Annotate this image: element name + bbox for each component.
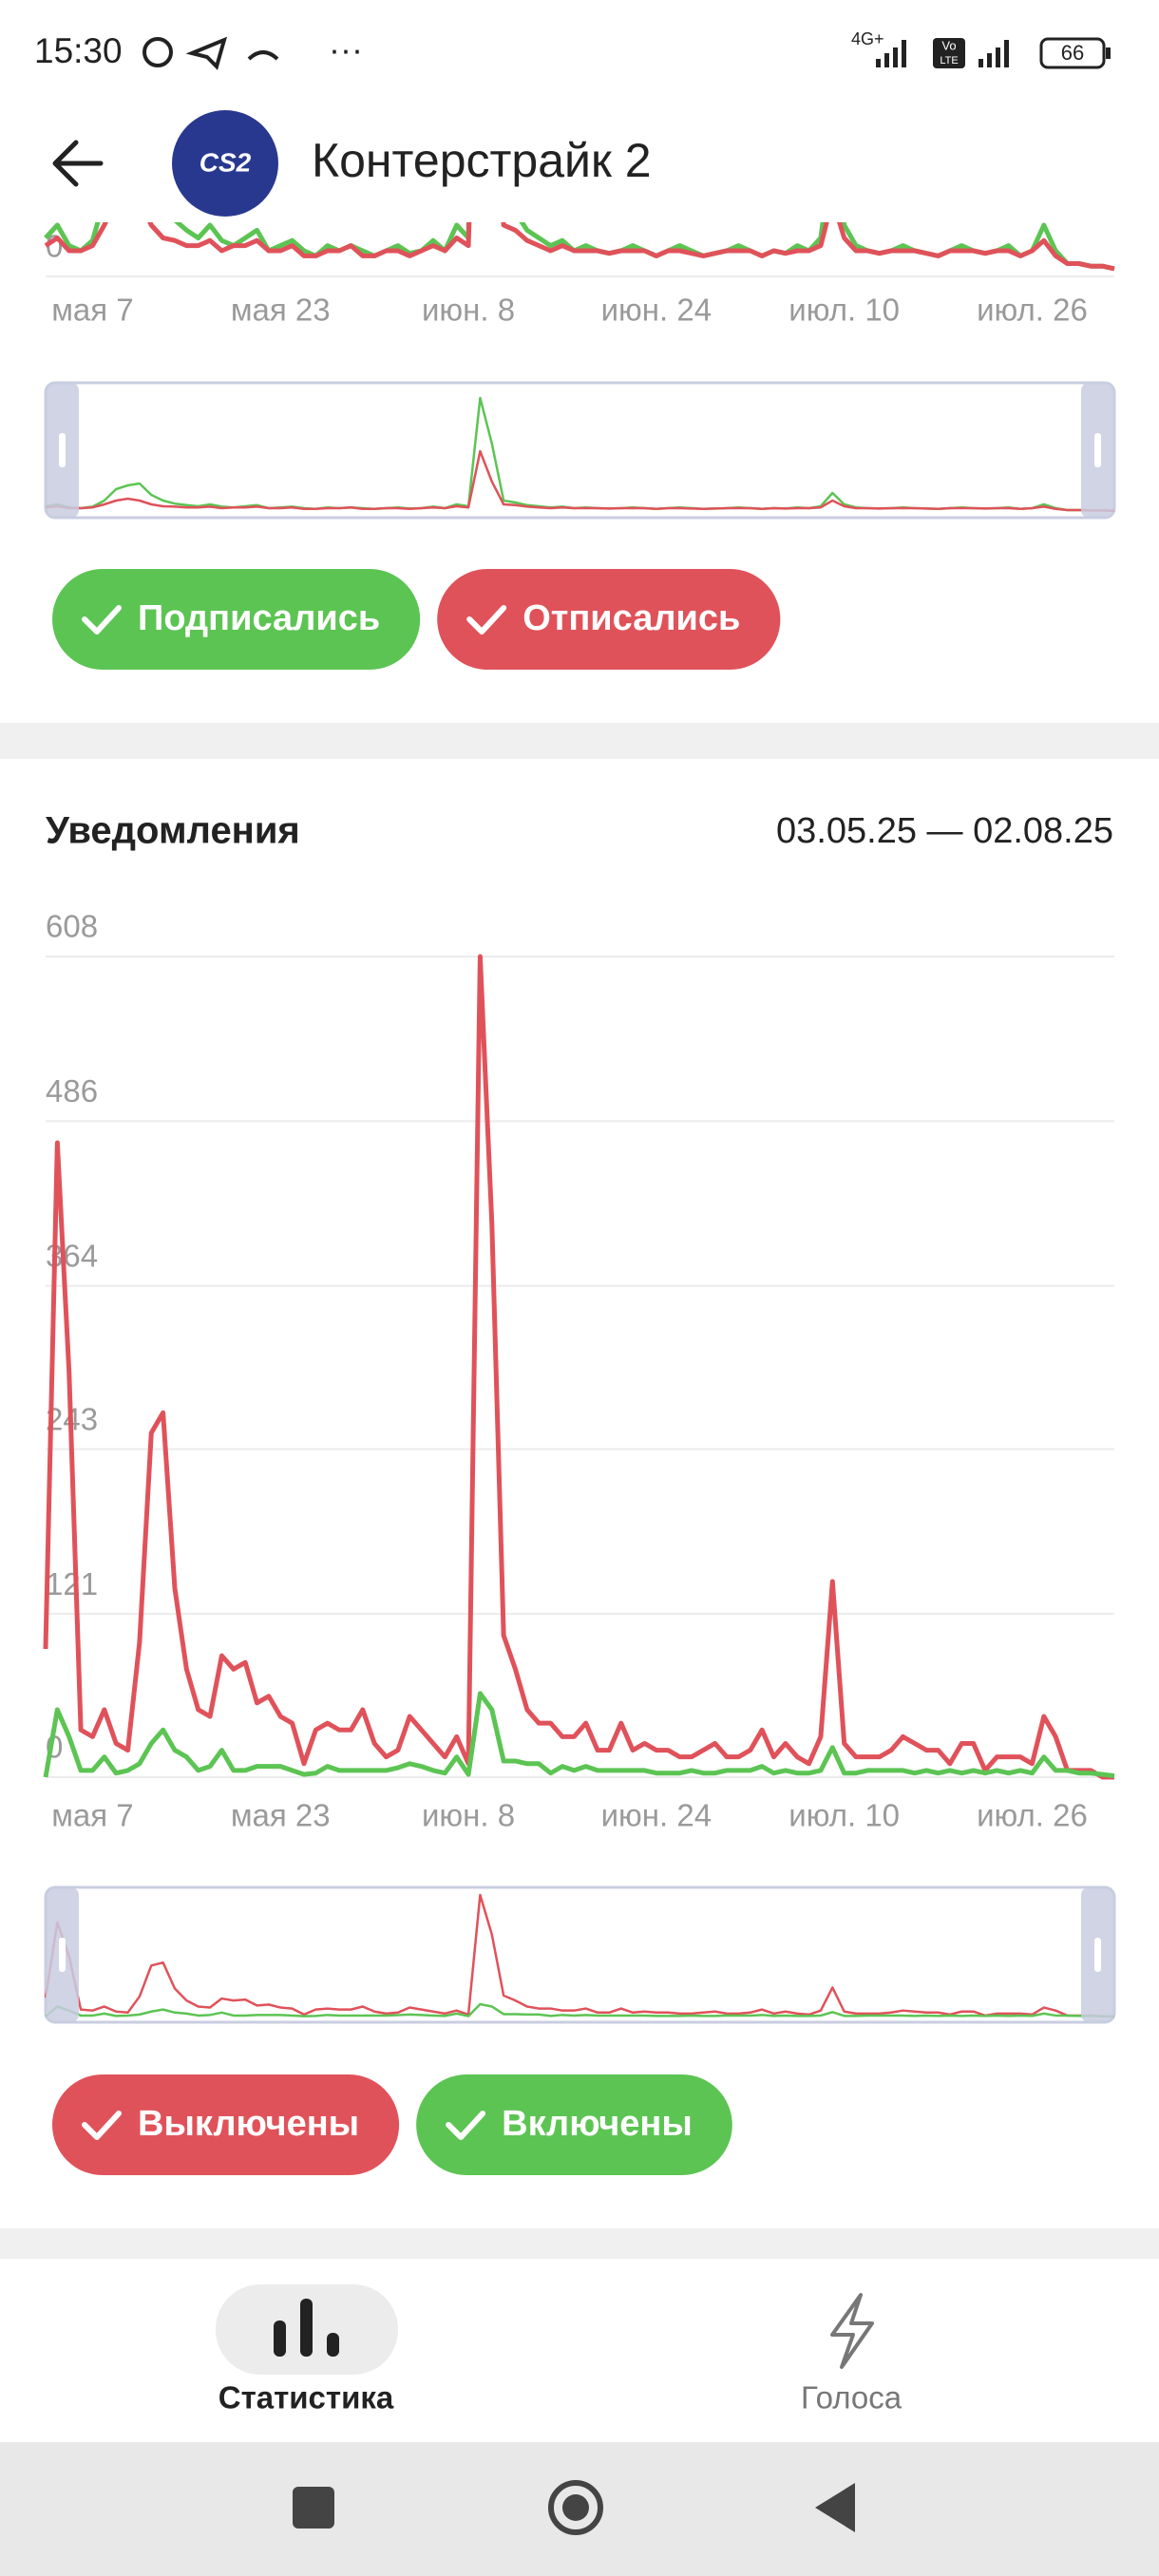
x-tick-label: июн. 8 [422,1798,515,1833]
series-line [43,954,1114,1780]
legend-button[interactable] [416,2074,732,2175]
y-tick-label: 486 [46,1073,98,1108]
stats-icon [274,2299,339,2357]
x-tick-label: июл. 26 [977,293,1088,328]
handle-grip [1094,433,1101,467]
nav-item[interactable]: Статистика [218,2380,394,2415]
overview-line [44,1893,1114,2018]
y-tick-label: 121 [46,1566,98,1601]
back-button[interactable] [52,140,104,187]
logo-text: CS2 [200,147,252,177]
votes-icon [830,2293,874,2369]
chart-1-clip: 0 [44,220,1115,277]
legend-label: Отписались [522,598,740,638]
status-icons [142,36,279,70]
handle-grip [59,433,66,467]
chart-1-overview [44,381,1116,520]
section-gap [0,2228,1159,2259]
x-tick-label: мая 23 [231,1798,331,1833]
overview-line [45,2002,1115,2018]
check-icon [82,2111,122,2140]
home-button[interactable] [548,2480,603,2535]
volte-badge [933,38,965,68]
y-tick-label: 608 [46,909,98,944]
x-tick-label: июн. 8 [422,293,515,328]
recents-button[interactable] [293,2487,334,2529]
overview-frame [44,1885,1116,2024]
header-title: Контерстрайк 2 [312,134,652,187]
chart-2-overview [44,1885,1116,2024]
date-range[interactable]: 03.05.25 — 02.08.25 [776,811,1113,851]
legend-button[interactable] [437,569,781,670]
series-line [44,220,1115,272]
x-tick-label: мая 7 [51,293,133,328]
chart-title: Уведомления [46,810,300,852]
status-time: 15:30 [34,31,123,70]
check-icon [466,605,507,635]
x-tick-label: мая 7 [51,1798,133,1833]
overview-line [45,449,1115,513]
legend-label: Подписались [138,598,380,638]
status-more: ··· [329,30,363,69]
channel-logo [172,110,278,217]
x-tick-label: июл. 10 [788,293,900,328]
status-network: 4G+ [851,29,884,48]
x-tick-label: июн. 24 [601,293,712,328]
x-tick-label: июн. 24 [601,1798,712,1833]
x-tick-label: мая 23 [231,293,331,328]
overview-frame [44,381,1116,520]
check-icon [82,605,122,635]
battery-level: 66 [1061,41,1084,65]
status-bar [0,0,1159,95]
series-line [43,1691,1115,1779]
nav-item[interactable]: Голоса [801,2380,902,2415]
volte-bottom: LTE [940,55,958,66]
battery [1039,37,1106,69]
legend-label: Выключены [138,2104,359,2144]
signal-1 [876,40,906,67]
handle-grip [1094,1938,1101,1972]
back-nav-button[interactable] [815,2483,855,2532]
bottom-nav [0,2259,1159,2442]
legend-button[interactable] [52,569,421,670]
handle-grip [59,1938,66,1972]
x-tick-label: июл. 26 [977,1798,1088,1833]
x-tick-label: июл. 10 [788,1798,900,1833]
signal-2 [978,40,1009,67]
check-icon [446,2111,486,2140]
section-gap [0,723,1159,759]
volte-top: Vo [941,38,956,52]
legend-label: Включены [502,2104,693,2144]
battery-tip [1106,47,1111,59]
legend-button[interactable] [52,2074,400,2175]
